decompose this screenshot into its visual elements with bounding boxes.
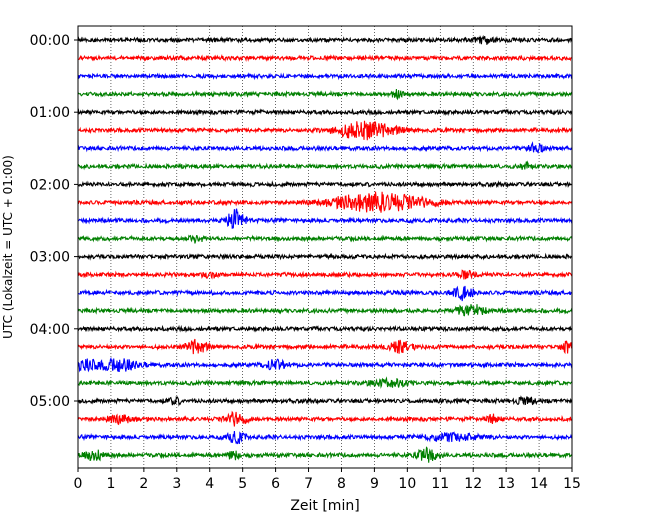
trace-22 bbox=[77, 431, 573, 445]
trace-1 bbox=[77, 54, 573, 62]
trace-13 bbox=[77, 269, 573, 280]
trace-4 bbox=[77, 108, 573, 117]
x-tick-label: 14 bbox=[530, 476, 548, 492]
trace-14 bbox=[77, 285, 573, 302]
x-tick-label: 11 bbox=[431, 476, 449, 492]
trace-21 bbox=[77, 410, 573, 427]
trace-19 bbox=[77, 376, 573, 389]
trace-10 bbox=[77, 208, 573, 229]
x-tick-label: 8 bbox=[337, 476, 346, 492]
x-ticks: 0 1 2 3 4 5 6 7 8 9 10 11 12 13 14 15 bbox=[74, 468, 581, 492]
x-tick-label: 1 bbox=[106, 476, 115, 492]
x-tick-label: 13 bbox=[497, 476, 515, 492]
trace-11 bbox=[77, 234, 573, 244]
trace-6 bbox=[77, 141, 573, 154]
trace-9 bbox=[77, 191, 573, 213]
trace-0 bbox=[77, 34, 573, 45]
x-tick-label: 4 bbox=[205, 476, 214, 492]
trace-7 bbox=[77, 160, 573, 171]
y-axis-label: UTC (Lokalzeit = UTC + 01:00) bbox=[1, 155, 15, 339]
x-tick-label: 0 bbox=[74, 476, 83, 492]
x-tick-label: 15 bbox=[563, 476, 581, 492]
y-tick-label: 00:00 bbox=[30, 33, 70, 49]
x-tick-label: 7 bbox=[304, 476, 313, 492]
x-tick-label: 6 bbox=[271, 476, 280, 492]
trace-15 bbox=[77, 304, 573, 317]
trace-16 bbox=[77, 324, 573, 333]
x-axis-label: Zeit [min] bbox=[290, 498, 359, 514]
trace-2 bbox=[77, 72, 573, 81]
trace-12 bbox=[77, 252, 573, 261]
x-tick-label: 3 bbox=[172, 476, 181, 492]
x-tick-label: 5 bbox=[238, 476, 247, 492]
plot-frame bbox=[77, 25, 573, 469]
y-tick-label: 05:00 bbox=[30, 394, 70, 410]
x-tick-label: 12 bbox=[464, 476, 482, 492]
traces bbox=[77, 34, 573, 463]
trace-5 bbox=[77, 120, 573, 141]
trace-3 bbox=[77, 88, 573, 101]
x-tick-label: 9 bbox=[370, 476, 379, 492]
trace-17 bbox=[77, 338, 573, 355]
y-tick-label: 01:00 bbox=[30, 105, 70, 121]
trace-23 bbox=[77, 446, 573, 463]
y-ticks: 00:00 01:00 02:00 03:00 04:00 05:00 bbox=[30, 33, 78, 410]
x-tick-label: 10 bbox=[398, 476, 416, 492]
trace-20 bbox=[77, 395, 573, 407]
y-tick-label: 04:00 bbox=[30, 322, 70, 338]
trace-18 bbox=[77, 356, 573, 373]
x-tick-label: 2 bbox=[139, 476, 148, 492]
trace-8 bbox=[77, 180, 573, 189]
y-tick-label: 03:00 bbox=[30, 250, 70, 266]
y-tick-label: 02:00 bbox=[30, 177, 70, 193]
